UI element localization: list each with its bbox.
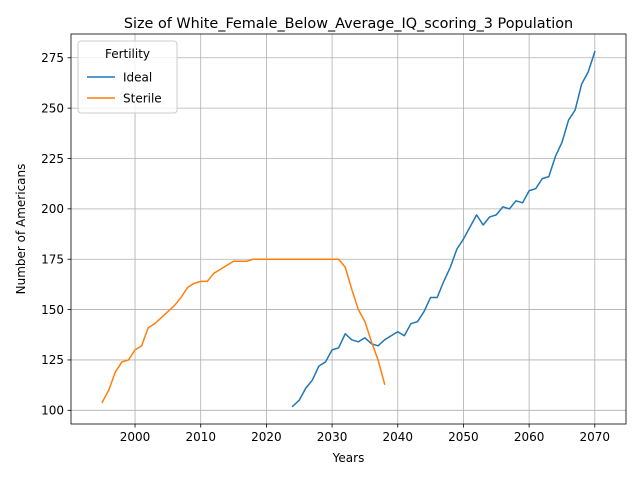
series-line-sterile: [101, 258, 386, 404]
series-line-ideal: [291, 50, 596, 408]
legend-title: Fertility: [105, 47, 150, 61]
grid: [71, 34, 626, 424]
legend-box: [77, 40, 178, 114]
y-tick-label: 200: [41, 202, 64, 216]
x-tick-label: 2040: [382, 430, 413, 444]
x-tick-label: 2060: [514, 430, 545, 444]
y-tick-label: 250: [41, 101, 64, 115]
y-tick-label: 225: [41, 152, 64, 166]
plot-frame: [70, 33, 627, 425]
legend-label-ideal: Ideal: [123, 71, 152, 85]
y-tick-label: 275: [41, 51, 64, 65]
y-tick-label: 175: [41, 253, 64, 267]
y-tick-label: 100: [41, 404, 64, 418]
chart-title: Size of White_Female_Below_Average_IQ_sc…: [124, 16, 573, 32]
axis-ticks: 2000 2010 2020 2030 2040 2050 2060 2070 100 125 15…: [41, 51, 610, 444]
x-tick-label: 2070: [580, 430, 611, 444]
x-axis-label: Years: [332, 451, 365, 465]
legend: Fertility Ideal Sterile: [77, 40, 178, 114]
x-tick-label: 2020: [251, 430, 282, 444]
plot-series: [101, 50, 596, 408]
legend-entries: Ideal Sterile: [87, 71, 162, 106]
y-tick-label: 125: [41, 353, 64, 367]
x-tick-label: 2050: [448, 430, 479, 444]
x-tick-label: 2000: [120, 430, 151, 444]
y-axis-label: Number of Americans: [14, 164, 28, 295]
legend-label-sterile: Sterile: [123, 92, 162, 106]
x-tick-label: 2010: [185, 430, 216, 444]
x-tick-label: 2030: [317, 430, 348, 444]
y-tick-label: 150: [41, 303, 64, 317]
